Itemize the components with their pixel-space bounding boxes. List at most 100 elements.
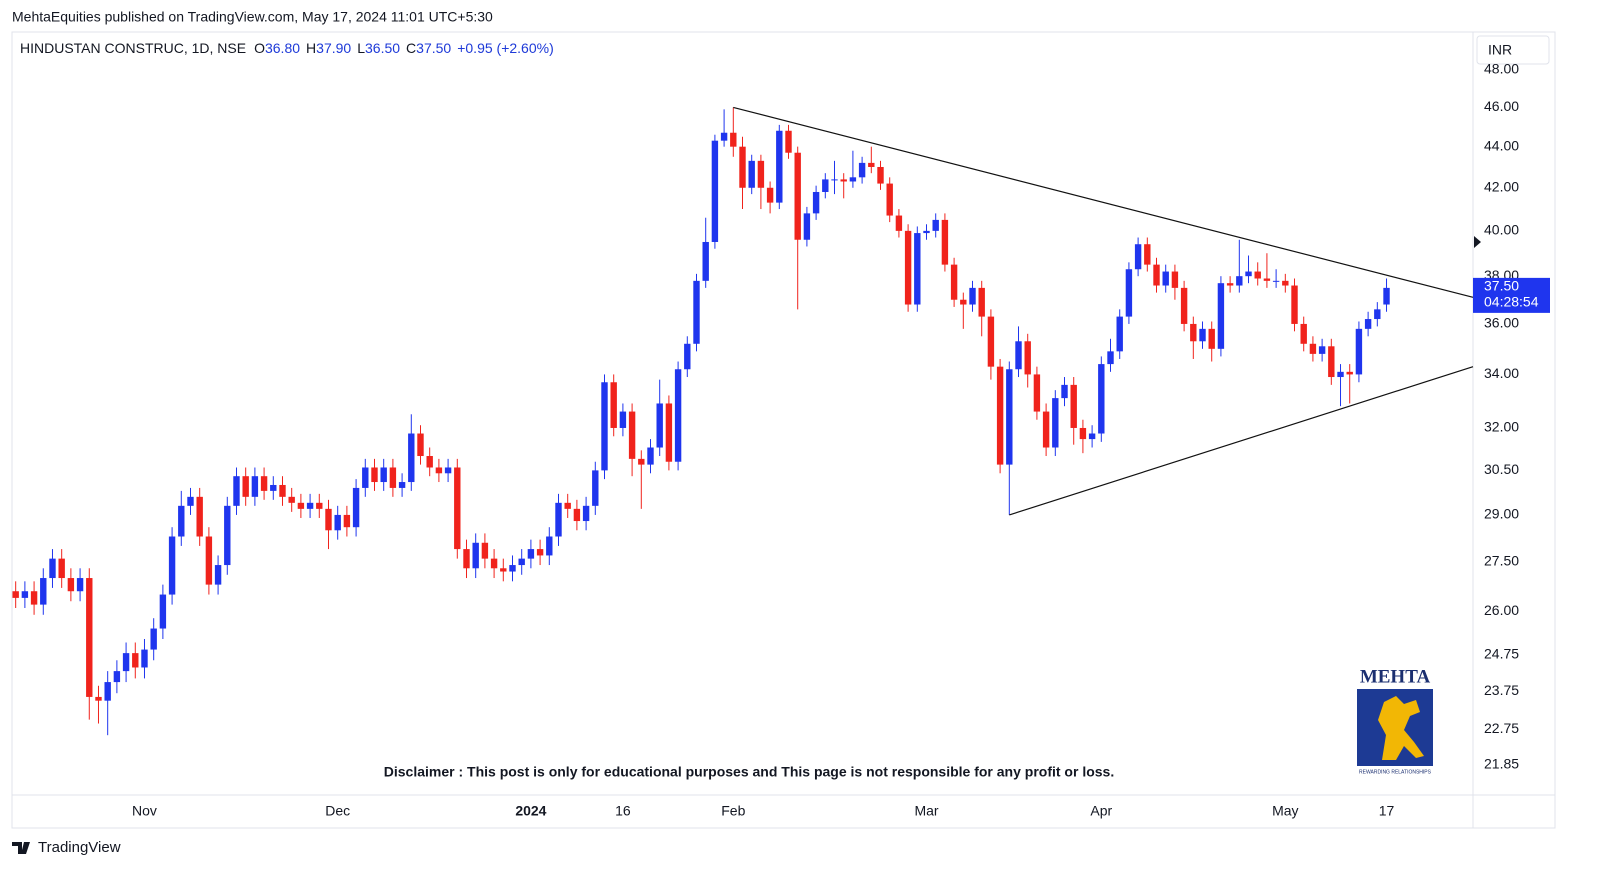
candle-body bbox=[490, 558, 498, 569]
candle-body bbox=[352, 487, 360, 528]
candle-body bbox=[76, 578, 84, 592]
candle-body bbox=[1272, 280, 1280, 282]
candle-body bbox=[904, 230, 912, 305]
candle-body bbox=[601, 382, 608, 471]
chart-frame bbox=[11, 31, 1556, 829]
candle-body bbox=[1180, 287, 1188, 324]
candle-body bbox=[159, 594, 167, 629]
candle-body bbox=[941, 219, 949, 265]
candle-body bbox=[573, 508, 581, 522]
y-tick-label: 21.85 bbox=[1484, 756, 1519, 772]
candle-body bbox=[1282, 280, 1289, 286]
ohlc-value: 36.50 bbox=[365, 40, 400, 56]
candle-body bbox=[205, 536, 213, 585]
candle-body bbox=[766, 187, 774, 203]
candle-body bbox=[711, 140, 719, 242]
candle-body bbox=[297, 502, 305, 509]
candle-body bbox=[325, 508, 332, 531]
candle-body bbox=[1346, 371, 1353, 375]
candle-body bbox=[58, 558, 65, 579]
candle-body bbox=[1337, 371, 1344, 378]
candle-body bbox=[1355, 328, 1363, 375]
candle-body bbox=[1328, 346, 1335, 378]
ohlc-key: O bbox=[254, 40, 265, 56]
x-tick-label: 17 bbox=[1379, 803, 1395, 819]
candle-body bbox=[1162, 271, 1169, 286]
candle-body bbox=[610, 382, 617, 428]
candle-body bbox=[122, 653, 130, 672]
candle-body bbox=[969, 287, 976, 305]
candle-body bbox=[1153, 264, 1160, 286]
candle-body bbox=[822, 179, 829, 192]
candle-body bbox=[454, 467, 461, 550]
candle-body bbox=[86, 578, 93, 697]
y-tick-label: 40.00 bbox=[1484, 222, 1519, 238]
candle-body bbox=[638, 458, 645, 465]
candle-body bbox=[1217, 283, 1225, 349]
y-tick-label: 27.50 bbox=[1484, 553, 1519, 569]
candle-body bbox=[546, 536, 553, 556]
candle-body bbox=[978, 287, 985, 317]
candle-body bbox=[279, 484, 286, 497]
candle-body bbox=[168, 536, 176, 595]
candle-body bbox=[582, 505, 590, 522]
candle-body bbox=[1088, 433, 1096, 440]
candle-body bbox=[536, 549, 544, 556]
y-tick-label: 30.50 bbox=[1484, 461, 1519, 477]
y-tick-label: 22.75 bbox=[1484, 720, 1519, 736]
candle-body bbox=[509, 565, 516, 572]
candle-body bbox=[334, 514, 341, 531]
brand-name: TradingView bbox=[38, 839, 121, 856]
candle-body bbox=[684, 343, 691, 370]
candle-body bbox=[21, 591, 29, 598]
candle-body bbox=[877, 166, 884, 184]
candle-body bbox=[1107, 351, 1114, 365]
candle-body bbox=[518, 558, 525, 566]
candle-body bbox=[1125, 269, 1133, 317]
candle-body bbox=[251, 476, 259, 497]
candle-body bbox=[812, 191, 820, 214]
candle-body bbox=[1171, 271, 1179, 288]
ohlc-key: C bbox=[406, 40, 416, 56]
candle-body bbox=[472, 542, 479, 569]
y-tick-label: 23.75 bbox=[1484, 682, 1519, 698]
candle-body bbox=[178, 505, 185, 537]
candle-body bbox=[113, 671, 121, 683]
candle-body bbox=[996, 366, 1004, 465]
currency-box[interactable] bbox=[1476, 35, 1550, 65]
ohlc-key: L bbox=[357, 40, 365, 56]
candle-body bbox=[150, 628, 157, 650]
candle-body bbox=[1015, 341, 1022, 370]
x-tick-label: Nov bbox=[132, 803, 157, 819]
candle-body bbox=[702, 241, 709, 281]
candle-body bbox=[739, 146, 746, 188]
x-tick-label: Dec bbox=[325, 803, 350, 819]
candle-body bbox=[481, 542, 489, 559]
candle-body bbox=[619, 411, 627, 428]
y-tick-label: 34.00 bbox=[1484, 365, 1519, 381]
brand-mark bbox=[12, 842, 30, 854]
candle-body bbox=[1226, 283, 1234, 286]
candle-body bbox=[1318, 346, 1326, 354]
candle-body bbox=[463, 549, 470, 569]
candle-body bbox=[426, 456, 433, 468]
candle-body bbox=[306, 502, 314, 509]
candle-body bbox=[794, 152, 801, 240]
candle-body bbox=[849, 177, 857, 182]
candle-body bbox=[242, 476, 249, 497]
candle-body bbox=[720, 132, 728, 141]
candle-body bbox=[1098, 364, 1105, 434]
candle-body bbox=[564, 502, 571, 509]
candle-body bbox=[895, 215, 903, 231]
candle-body bbox=[987, 316, 995, 367]
candle-body bbox=[1245, 271, 1252, 277]
candle-body bbox=[960, 299, 967, 305]
candle-body bbox=[1024, 341, 1031, 375]
candle-body bbox=[950, 264, 958, 300]
candle-body bbox=[214, 565, 222, 585]
candle-body bbox=[868, 162, 875, 167]
candle-body bbox=[389, 467, 397, 488]
candle-body bbox=[1079, 427, 1087, 440]
candle-body bbox=[914, 233, 921, 305]
candle-body bbox=[647, 447, 654, 465]
